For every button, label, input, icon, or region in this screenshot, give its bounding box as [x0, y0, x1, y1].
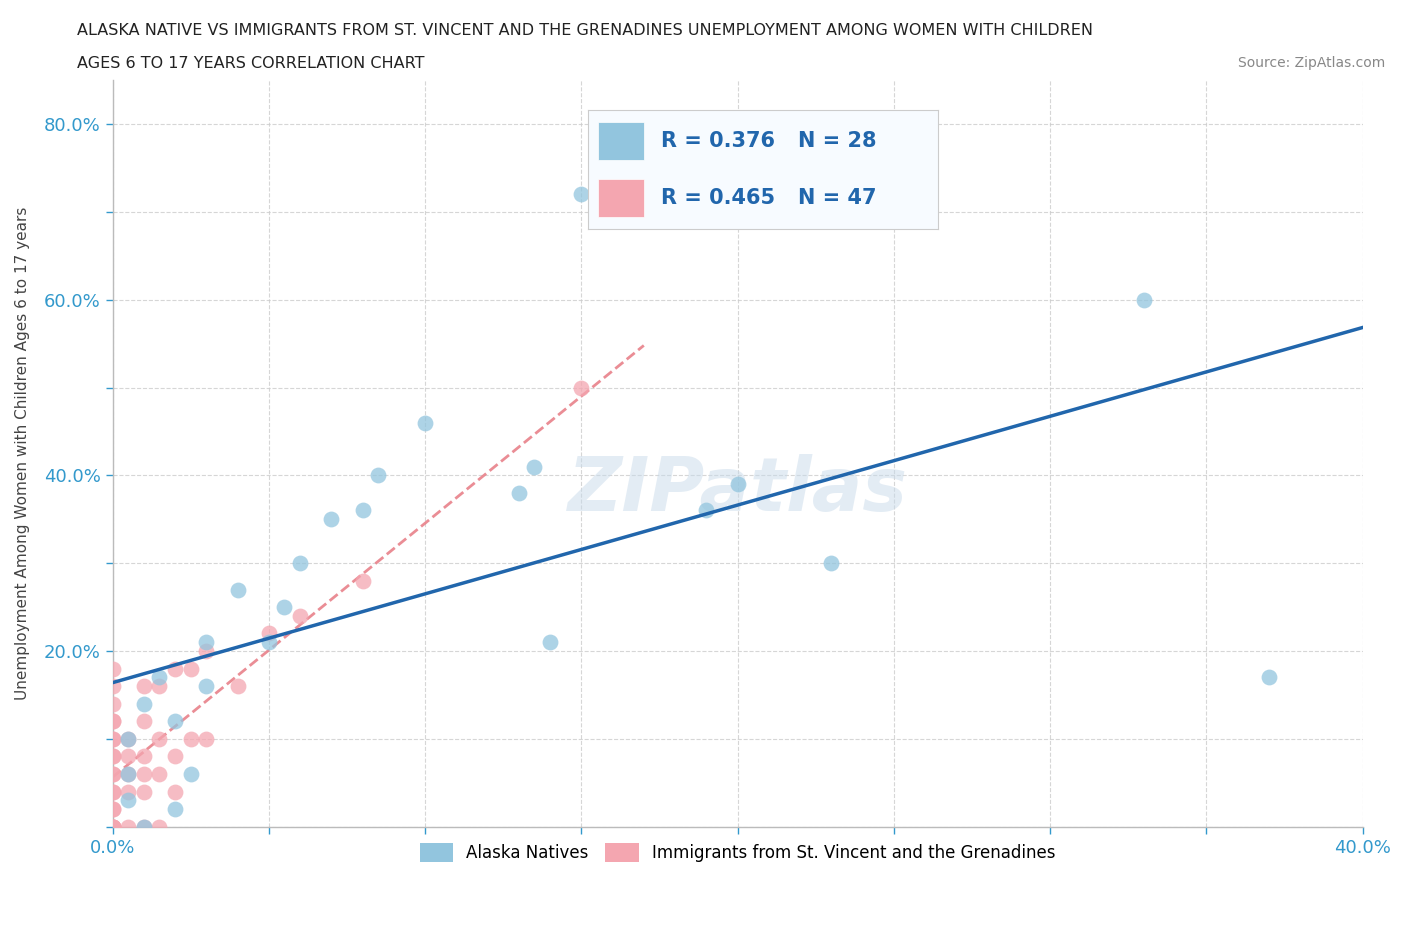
Point — [117, 749, 139, 764]
Point — [101, 819, 124, 834]
Point — [101, 802, 124, 817]
Point — [165, 802, 187, 817]
Point — [1257, 670, 1279, 684]
Point — [117, 731, 139, 746]
Y-axis label: Unemployment Among Women with Children Ages 6 to 17 years: Unemployment Among Women with Children A… — [15, 206, 30, 700]
Point — [367, 468, 389, 483]
Point — [132, 819, 155, 834]
Point — [273, 600, 295, 615]
Point — [117, 784, 139, 799]
Point — [101, 749, 124, 764]
Point — [148, 731, 170, 746]
Point — [195, 679, 218, 694]
Point — [148, 819, 170, 834]
Point — [101, 697, 124, 711]
Point — [132, 784, 155, 799]
Text: ALASKA NATIVE VS IMMIGRANTS FROM ST. VINCENT AND THE GRENADINES UNEMPLOYMENT AMO: ALASKA NATIVE VS IMMIGRANTS FROM ST. VIN… — [77, 23, 1094, 38]
Point — [101, 766, 124, 781]
Point — [257, 626, 280, 641]
Point — [148, 679, 170, 694]
Point — [165, 784, 187, 799]
Point — [523, 459, 546, 474]
Point — [101, 819, 124, 834]
Point — [132, 749, 155, 764]
Point — [195, 644, 218, 658]
Point — [288, 556, 311, 571]
Point — [117, 766, 139, 781]
Point — [101, 802, 124, 817]
Point — [352, 573, 374, 588]
Point — [101, 661, 124, 676]
Point — [352, 503, 374, 518]
Point — [101, 819, 124, 834]
Point — [508, 485, 530, 500]
Point — [820, 556, 842, 571]
Text: ZIPatlas: ZIPatlas — [568, 454, 907, 527]
Point — [132, 766, 155, 781]
Text: Source: ZipAtlas.com: Source: ZipAtlas.com — [1237, 56, 1385, 70]
Point — [132, 679, 155, 694]
Point — [101, 819, 124, 834]
Point — [101, 731, 124, 746]
Point — [195, 731, 218, 746]
Point — [117, 731, 139, 746]
Point — [132, 714, 155, 729]
Point — [180, 766, 202, 781]
Legend: Alaska Natives, Immigrants from St. Vincent and the Grenadines: Alaska Natives, Immigrants from St. Vinc… — [412, 835, 1064, 870]
Point — [569, 380, 592, 395]
Point — [117, 819, 139, 834]
Point — [148, 766, 170, 781]
Point — [101, 819, 124, 834]
Point — [727, 477, 749, 492]
Point — [226, 582, 249, 597]
Point — [321, 512, 343, 526]
Point — [195, 635, 218, 650]
Point — [101, 749, 124, 764]
Point — [132, 697, 155, 711]
Point — [288, 608, 311, 623]
Point — [1133, 292, 1156, 307]
Text: AGES 6 TO 17 YEARS CORRELATION CHART: AGES 6 TO 17 YEARS CORRELATION CHART — [77, 56, 425, 71]
Point — [413, 415, 436, 430]
Point — [569, 187, 592, 202]
Point — [180, 661, 202, 676]
Point — [226, 679, 249, 694]
Point — [101, 714, 124, 729]
Point — [101, 784, 124, 799]
Point — [165, 714, 187, 729]
Point — [101, 766, 124, 781]
Point — [101, 714, 124, 729]
Point — [695, 503, 717, 518]
Point — [101, 731, 124, 746]
Point — [165, 661, 187, 676]
Point — [101, 784, 124, 799]
Point — [117, 793, 139, 808]
Point — [257, 635, 280, 650]
Point — [101, 679, 124, 694]
Point — [132, 819, 155, 834]
Point — [180, 731, 202, 746]
Point — [165, 749, 187, 764]
Point — [538, 635, 561, 650]
Point — [148, 670, 170, 684]
Point — [117, 766, 139, 781]
